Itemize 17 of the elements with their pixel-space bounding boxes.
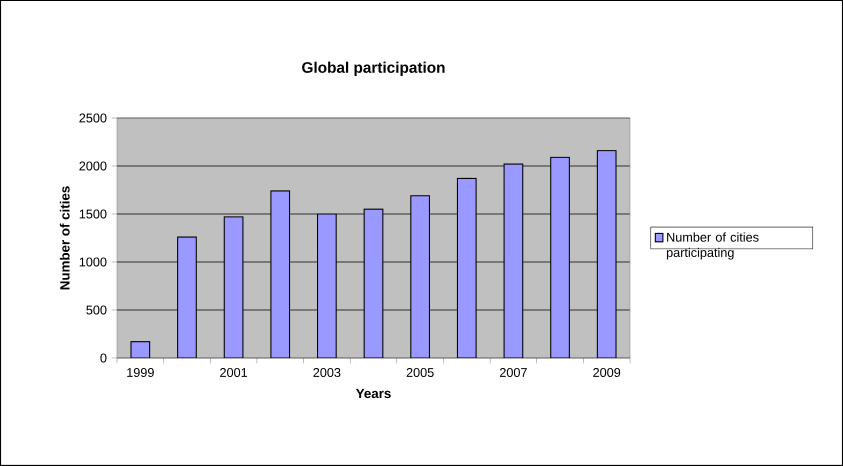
- x-tick-label: 2007: [500, 368, 527, 377]
- y-tick-label: 500: [86, 306, 106, 314]
- y-tick-label: 2500: [79, 114, 106, 122]
- legend-label: Number of cities participating: [666, 232, 759, 260]
- y-tick-label: 1000: [80, 258, 106, 266]
- x-axis-title: Years: [356, 388, 391, 398]
- x-tick-label: 2003: [313, 368, 340, 377]
- y-tick-label: 1500: [80, 210, 106, 218]
- y-tick-label: 0: [100, 354, 106, 362]
- y-tick-label: 2000: [79, 162, 106, 170]
- x-tick-label: 2001: [220, 368, 248, 377]
- chart-title: Global participation: [302, 62, 445, 76]
- y-axis-title: Number of cities: [60, 186, 70, 290]
- bar: [130, 341, 150, 358]
- x-tick-label: 1999: [127, 368, 154, 377]
- x-tick-label: 2009: [593, 368, 620, 377]
- x-tick-label: 2005: [406, 368, 434, 377]
